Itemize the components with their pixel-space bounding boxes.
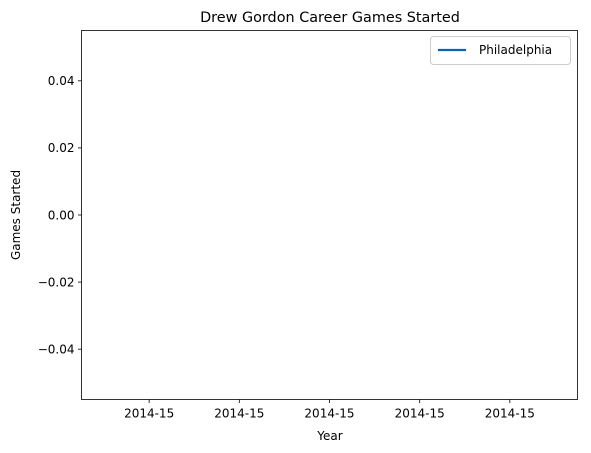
y-tick-label: 0.04 bbox=[48, 74, 75, 88]
legend-box bbox=[430, 36, 571, 65]
legend: Philadelphia bbox=[430, 36, 571, 65]
y-tick-label: 0.00 bbox=[48, 208, 75, 222]
chart-title: Drew Gordon Career Games Started bbox=[200, 10, 460, 26]
axis-ticks: −0.04 −0.02 0.00 0.02 0.04 2014-15 2014-15 2014… bbox=[38, 74, 535, 420]
x-axis-label: Year bbox=[316, 429, 342, 443]
y-tick-label: 0.02 bbox=[48, 141, 75, 155]
x-tick-label: 2014-15 bbox=[395, 407, 445, 421]
axes-frame bbox=[81, 30, 578, 400]
y-axis-label: Games Started bbox=[9, 170, 23, 260]
y-tick-label: −0.04 bbox=[38, 342, 75, 356]
legend-label-philadelphia: Philadelphia bbox=[479, 43, 552, 57]
x-tick-label: 2014-15 bbox=[214, 407, 264, 421]
y-tick-label: −0.02 bbox=[38, 275, 75, 289]
x-tick-label: 2014-15 bbox=[124, 407, 174, 421]
x-tick-label: 2014-15 bbox=[485, 407, 535, 421]
x-tick-label: 2014-15 bbox=[304, 407, 354, 421]
